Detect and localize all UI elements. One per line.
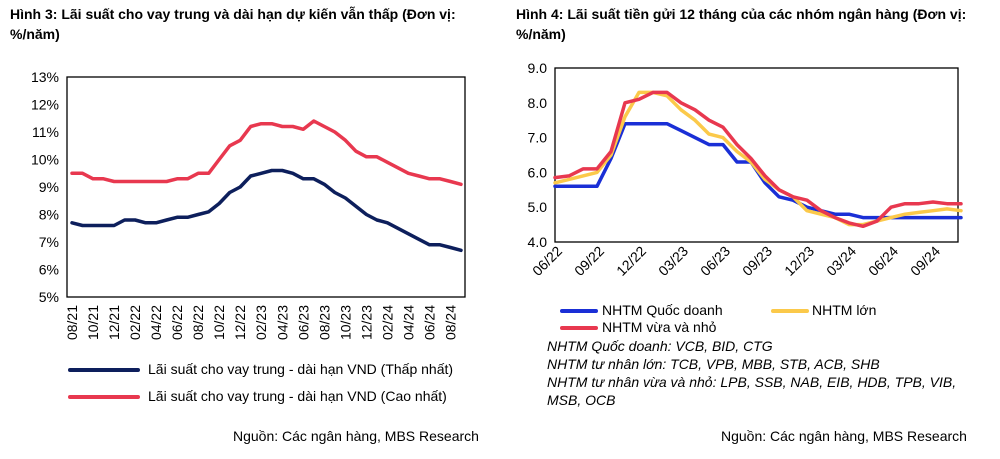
x-tick-label: 06/24 <box>421 305 437 340</box>
y-tick-label: 5% <box>39 289 59 305</box>
x-tick-label: 08/22 <box>190 305 206 340</box>
x-tick-label: 10/21 <box>85 305 101 340</box>
x-tick-label: 02/23 <box>253 305 269 340</box>
plot-frame <box>554 67 959 243</box>
x-tick-label: 06/22 <box>169 305 185 340</box>
chart-2-title: Hình 4: Lãi suất tiền gửi 12 tháng của c… <box>516 6 967 42</box>
x-tick-label: 02/24 <box>379 305 395 340</box>
note-large-private-banks: NHTM tư nhân lớn: TCB, VPB, MBB, STB, AC… <box>547 356 880 372</box>
legend-label-small: NHTM vừa và nhỏ <box>602 319 717 335</box>
chart-1-source: Nguồn: Các ngân hàng, MBS Research <box>233 428 479 444</box>
legend-label-state: NHTM Quốc doanh <box>602 302 723 318</box>
y-tick-label: 12% <box>31 97 59 113</box>
x-tick-label: 12/23 <box>358 305 374 340</box>
x-tick-label: 10/23 <box>337 305 353 340</box>
x-tick-label: 09/24 <box>907 243 943 279</box>
series-line-1 <box>70 168 463 253</box>
x-tick-label: 12/22 <box>232 305 248 340</box>
chart-2-notes: NHTM Quốc doanh: VCB, BID, CTG NHTM tư n… <box>547 337 987 409</box>
legend-swatch-small <box>560 326 598 330</box>
x-tick-label: 06/24 <box>865 243 901 279</box>
legend-label-large: NHTM lớn <box>812 302 877 318</box>
legend-swatch-low <box>68 368 140 372</box>
y-tick-label: 8.0 <box>528 95 548 111</box>
y-tick-label: 6% <box>39 262 59 278</box>
x-tick-label: 12/22 <box>613 243 649 279</box>
x-tick-label: 04/24 <box>400 305 416 340</box>
y-tick-label: 7.0 <box>528 130 548 146</box>
legend-swatch-large <box>771 309 809 313</box>
x-tick-label: 12/23 <box>781 243 817 279</box>
chart-2: 9.08.07.06.05.04.006/22 09/22 12/22 03/23 06… <box>528 60 963 279</box>
x-tick-label: 09/22 <box>571 243 607 279</box>
y-tick-label: 9.0 <box>528 60 548 76</box>
x-tick-label: 04/23 <box>274 305 290 340</box>
y-tick-label: 6.0 <box>528 164 548 180</box>
legend-swatch-state <box>560 309 598 313</box>
x-tick-label: 06/23 <box>697 243 733 279</box>
y-tick-label: 9% <box>39 179 59 195</box>
series-line-2 <box>70 119 463 187</box>
x-tick-label: 03/23 <box>655 243 691 279</box>
chart-2-source: Nguồn: Các ngân hàng, MBS Research <box>721 428 967 444</box>
y-tick-label: 4.0 <box>528 234 548 250</box>
note-small-private-banks: NHTM tư nhân vừa và nhỏ: LPB, SSB, NAB, … <box>547 374 957 408</box>
y-tick-label: 8% <box>39 207 59 223</box>
x-tick-label: 08/23 <box>316 305 332 340</box>
series-line-2 <box>553 90 963 227</box>
x-tick-label: 08/21 <box>64 305 80 340</box>
legend-label-high: Lãi suất cho vay trung - dài hạn VND (Ca… <box>148 388 447 404</box>
x-tick-label: 09/23 <box>739 243 775 279</box>
y-tick-label: 10% <box>31 152 59 168</box>
x-tick-label: 03/24 <box>823 243 859 279</box>
x-tick-label: 04/22 <box>148 305 164 340</box>
plot-frame <box>66 76 466 298</box>
chart-1: 13% 12% 11% 10% 9% 8% 7% 6% 5% 08/21 10/21 12/21 02/… <box>31 69 466 340</box>
note-state-banks: NHTM Quốc doanh: VCB, BID, CTG <box>547 338 773 354</box>
x-tick-label: 10/22 <box>211 305 227 340</box>
series-line-3 <box>553 90 963 229</box>
x-tick-label: 06/23 <box>295 305 311 340</box>
x-tick-label: 08/24 <box>442 305 458 340</box>
legend-swatch-high <box>68 395 140 399</box>
y-tick-label: 13% <box>31 69 59 85</box>
x-tick-label: 02/22 <box>127 305 143 340</box>
y-tick-label: 7% <box>39 234 59 250</box>
chart-1-title: Hình 3: Lãi suất cho vay trung và dài hạ… <box>10 6 456 42</box>
legend-label-low: Lãi suất cho vay trung - dài hạn VND (Th… <box>148 361 454 377</box>
x-tick-label: 12/21 <box>106 305 122 340</box>
y-tick-label: 5.0 <box>528 199 548 215</box>
y-tick-label: 11% <box>32 124 59 140</box>
